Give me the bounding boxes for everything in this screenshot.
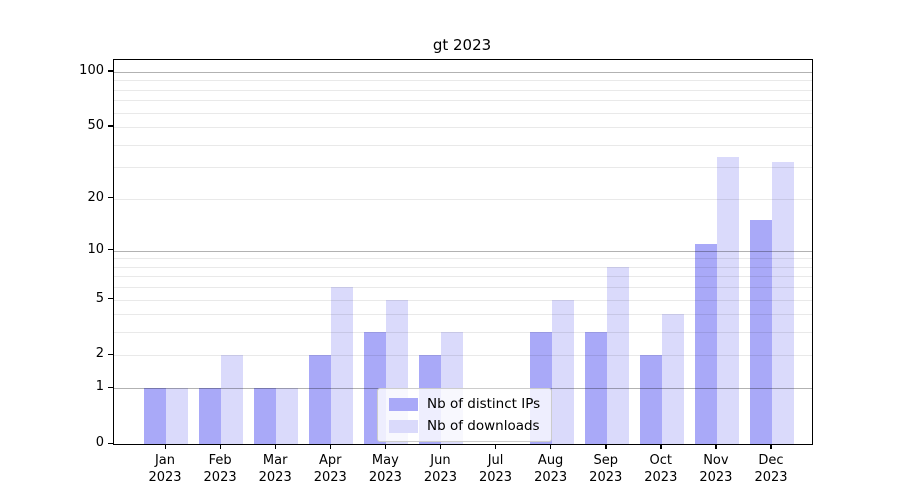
gridline-40	[114, 144, 812, 146]
xtick-year: 2023	[148, 470, 182, 485]
gridline-7	[114, 276, 812, 278]
bar-downloads-oct	[661, 314, 684, 444]
xtick-label-aug: Aug 2023	[521, 452, 581, 486]
xtick-year: 2023	[258, 470, 292, 485]
bar-downloads-nov	[716, 157, 739, 444]
legend-swatch-distinct-ips	[389, 397, 418, 411]
xtick-year: 2023	[478, 470, 513, 485]
gridline-9	[114, 258, 812, 260]
ytick-mark-100	[108, 70, 113, 72]
ytick-label-100: 100	[79, 62, 104, 78]
gridline-2	[114, 355, 812, 357]
bar-distinct-ips-sep	[584, 332, 607, 444]
legend-label: Nb of distinct IPs	[427, 396, 541, 412]
gridline-80	[114, 89, 812, 91]
xtick-mark-jul	[495, 444, 497, 449]
xtick-year: 2023	[754, 470, 788, 485]
gridline-20	[114, 198, 812, 200]
xtick-label-may: May 2023	[355, 452, 415, 486]
xtick-mark-nov	[715, 444, 717, 449]
legend-item-downloads: Nb of downloads	[389, 418, 540, 434]
bar-downloads-dec	[771, 162, 794, 444]
xtick-label-sep: Sep 2023	[576, 452, 636, 486]
xtick-year: 2023	[313, 470, 347, 485]
bar-distinct-ips-feb	[199, 388, 222, 444]
xtick-label-apr: Apr 2023	[300, 452, 360, 486]
xtick-year: 2023	[589, 470, 623, 485]
bar-distinct-ips-mar	[254, 388, 277, 444]
xtick-year: 2023	[368, 470, 402, 485]
ytick-mark-0	[108, 442, 113, 444]
gridline-60	[114, 112, 812, 114]
gridline-30	[114, 167, 812, 169]
ytick-mark-2	[108, 353, 113, 356]
gridline-6	[114, 287, 812, 289]
xtick-label-jul: Jul 2023	[466, 452, 526, 486]
bar-distinct-ips-dec	[749, 220, 772, 444]
chart-title: gt 2023	[432, 36, 492, 54]
xtick-year: 2023	[534, 470, 568, 485]
bar-distinct-ips-jan	[144, 388, 166, 444]
bar-distinct-ips-apr	[309, 355, 332, 444]
ytick-mark-50	[108, 125, 113, 127]
legend: Nb of distinct IPs Nb of downloads	[377, 388, 553, 442]
xtick-mark-oct	[660, 444, 662, 449]
ytick-label-20: 20	[87, 189, 104, 205]
bar-downloads-sep	[606, 266, 629, 444]
ytick-label-0: 0	[95, 435, 104, 450]
xtick-mark-feb	[219, 444, 221, 449]
gridline-100	[114, 71, 812, 73]
xtick-mark-may	[384, 444, 387, 449]
xtick-year: 2023	[699, 470, 733, 485]
ytick-label-5: 5	[95, 290, 104, 306]
xtick-label-mar: Mar 2023	[245, 452, 305, 486]
xtick-label-jan: Jan 2023	[135, 452, 195, 486]
bar-distinct-ips-nov	[694, 243, 717, 444]
legend-item-distinct-ips: Nb of distinct IPs	[389, 396, 540, 412]
ytick-mark-1	[108, 386, 113, 388]
gridline-8	[114, 266, 812, 268]
xtick-mark-mar	[274, 444, 276, 449]
bar-distinct-ips-oct	[639, 355, 662, 444]
ytick-mark-20	[108, 197, 113, 199]
gridline-4	[114, 314, 812, 316]
ytick-label-10: 10	[87, 241, 104, 257]
gridline-10	[114, 250, 812, 252]
xtick-mark-sep	[605, 444, 607, 449]
gridline-90	[114, 80, 812, 82]
xtick-mark-apr	[329, 444, 332, 449]
xtick-year: 2023	[644, 470, 678, 485]
gridline-70	[114, 100, 812, 102]
bar-downloads-mar	[276, 388, 299, 444]
xtick-label-nov: Nov 2023	[686, 452, 746, 486]
ytick-label-50: 50	[87, 117, 104, 133]
xtick-year: 2023	[423, 470, 457, 485]
gridline-50	[114, 126, 812, 128]
xtick-mark-jun	[439, 444, 442, 449]
ytick-label-1: 1	[95, 379, 104, 395]
bar-downloads-apr	[331, 287, 354, 444]
xtick-mark-dec	[770, 444, 772, 449]
xtick-label-dec: Dec 2023	[741, 452, 801, 486]
ytick-mark-10	[108, 249, 113, 251]
xtick-mark-jan	[164, 444, 166, 449]
bar-downloads-feb	[221, 355, 244, 444]
xtick-label-jun: Jun 2023	[410, 452, 470, 486]
gridline-3	[114, 332, 812, 334]
xtick-label-feb: Feb 2023	[190, 452, 250, 486]
xtick-label-oct: Oct 2023	[631, 452, 691, 486]
xtick-year: 2023	[203, 470, 237, 485]
gridline-5	[114, 299, 812, 301]
ytick-label-2: 2	[95, 346, 104, 362]
bar-downloads-aug	[551, 299, 574, 444]
ytick-mark-5	[108, 298, 113, 300]
legend-label: Nb of downloads	[427, 418, 540, 434]
bar-downloads-jan	[166, 388, 188, 444]
legend-swatch-downloads	[389, 419, 418, 433]
xtick-mark-aug	[550, 444, 552, 449]
